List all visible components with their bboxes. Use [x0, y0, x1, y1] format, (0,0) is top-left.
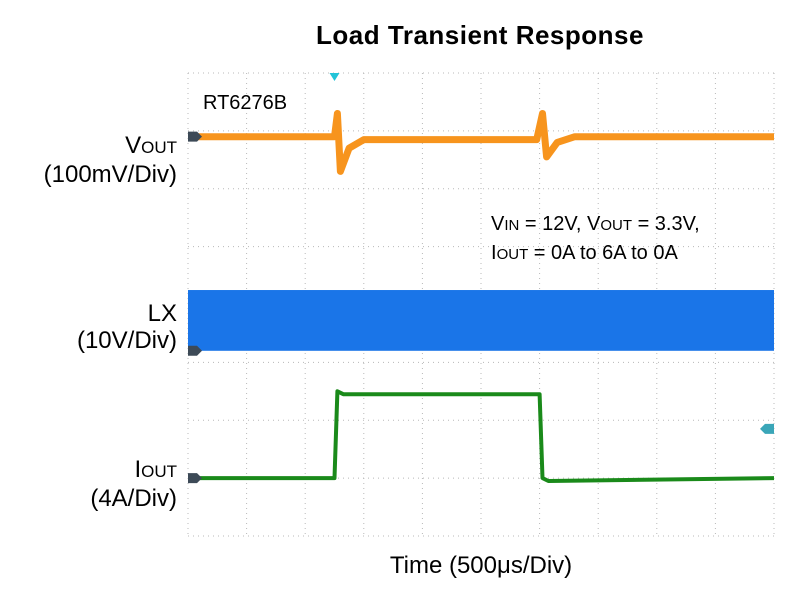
iout-ground-marker [188, 473, 202, 484]
vout-ground-marker [188, 131, 202, 142]
lx-ground-marker [188, 345, 202, 356]
iout-cond-symbol: I [491, 242, 497, 264]
lx-symbol: LX [147, 300, 177, 327]
vout-cond-value: = 3.3V, [632, 213, 700, 235]
vout-channel-label: VOUT (100mV/Div) [44, 132, 177, 188]
iout-cond-subscript: OUT [497, 246, 529, 263]
vin-subscript: IN [504, 217, 519, 234]
vin-symbol: V [491, 213, 505, 235]
iout-subscript: OUT [141, 462, 177, 481]
device-label: RT6276B [203, 92, 287, 114]
trigger-level-marker [760, 423, 774, 434]
lx-channel-label: LX (10V/Div) [77, 300, 177, 354]
vout-cond-subscript: OUT [600, 217, 632, 234]
conditions-line-2: IOUT = 0A to 6A to 0A [491, 242, 678, 264]
lx-switching-band [188, 290, 774, 351]
x-axis-label: Time (500μs/Div) [188, 552, 774, 580]
traces [188, 110, 775, 483]
vout-scale: (100mV/Div) [43, 161, 177, 188]
trigger-marker [329, 73, 340, 81]
x-axis-label-suffix: s/Div) [510, 552, 573, 579]
chart-title: Load Transient Response [316, 20, 644, 50]
x-axis-label-prefix: Time (500 [389, 552, 497, 579]
vin-value: = 12V, [519, 213, 587, 235]
conditions-line-1: VIN = 12V, VOUT = 3.3V, [491, 213, 700, 235]
iout-scale: (4A/Div) [90, 485, 177, 512]
iout-symbol: I [134, 456, 142, 483]
vout-trace [188, 110, 774, 175]
iout-cond-value: = 0A to 6A to 0A [528, 242, 678, 264]
mu-symbol: μ [497, 552, 511, 579]
iout-channel-label: IOUT (4A/Div) [90, 456, 177, 512]
markers [188, 73, 774, 484]
vout-subscript: OUT [141, 138, 177, 157]
lx-scale: (10V/Div) [76, 327, 177, 354]
iout-trace [188, 389, 775, 483]
vout-symbol: V [125, 132, 142, 159]
vout-cond-symbol: V [587, 213, 601, 235]
grid [187, 72, 775, 537]
